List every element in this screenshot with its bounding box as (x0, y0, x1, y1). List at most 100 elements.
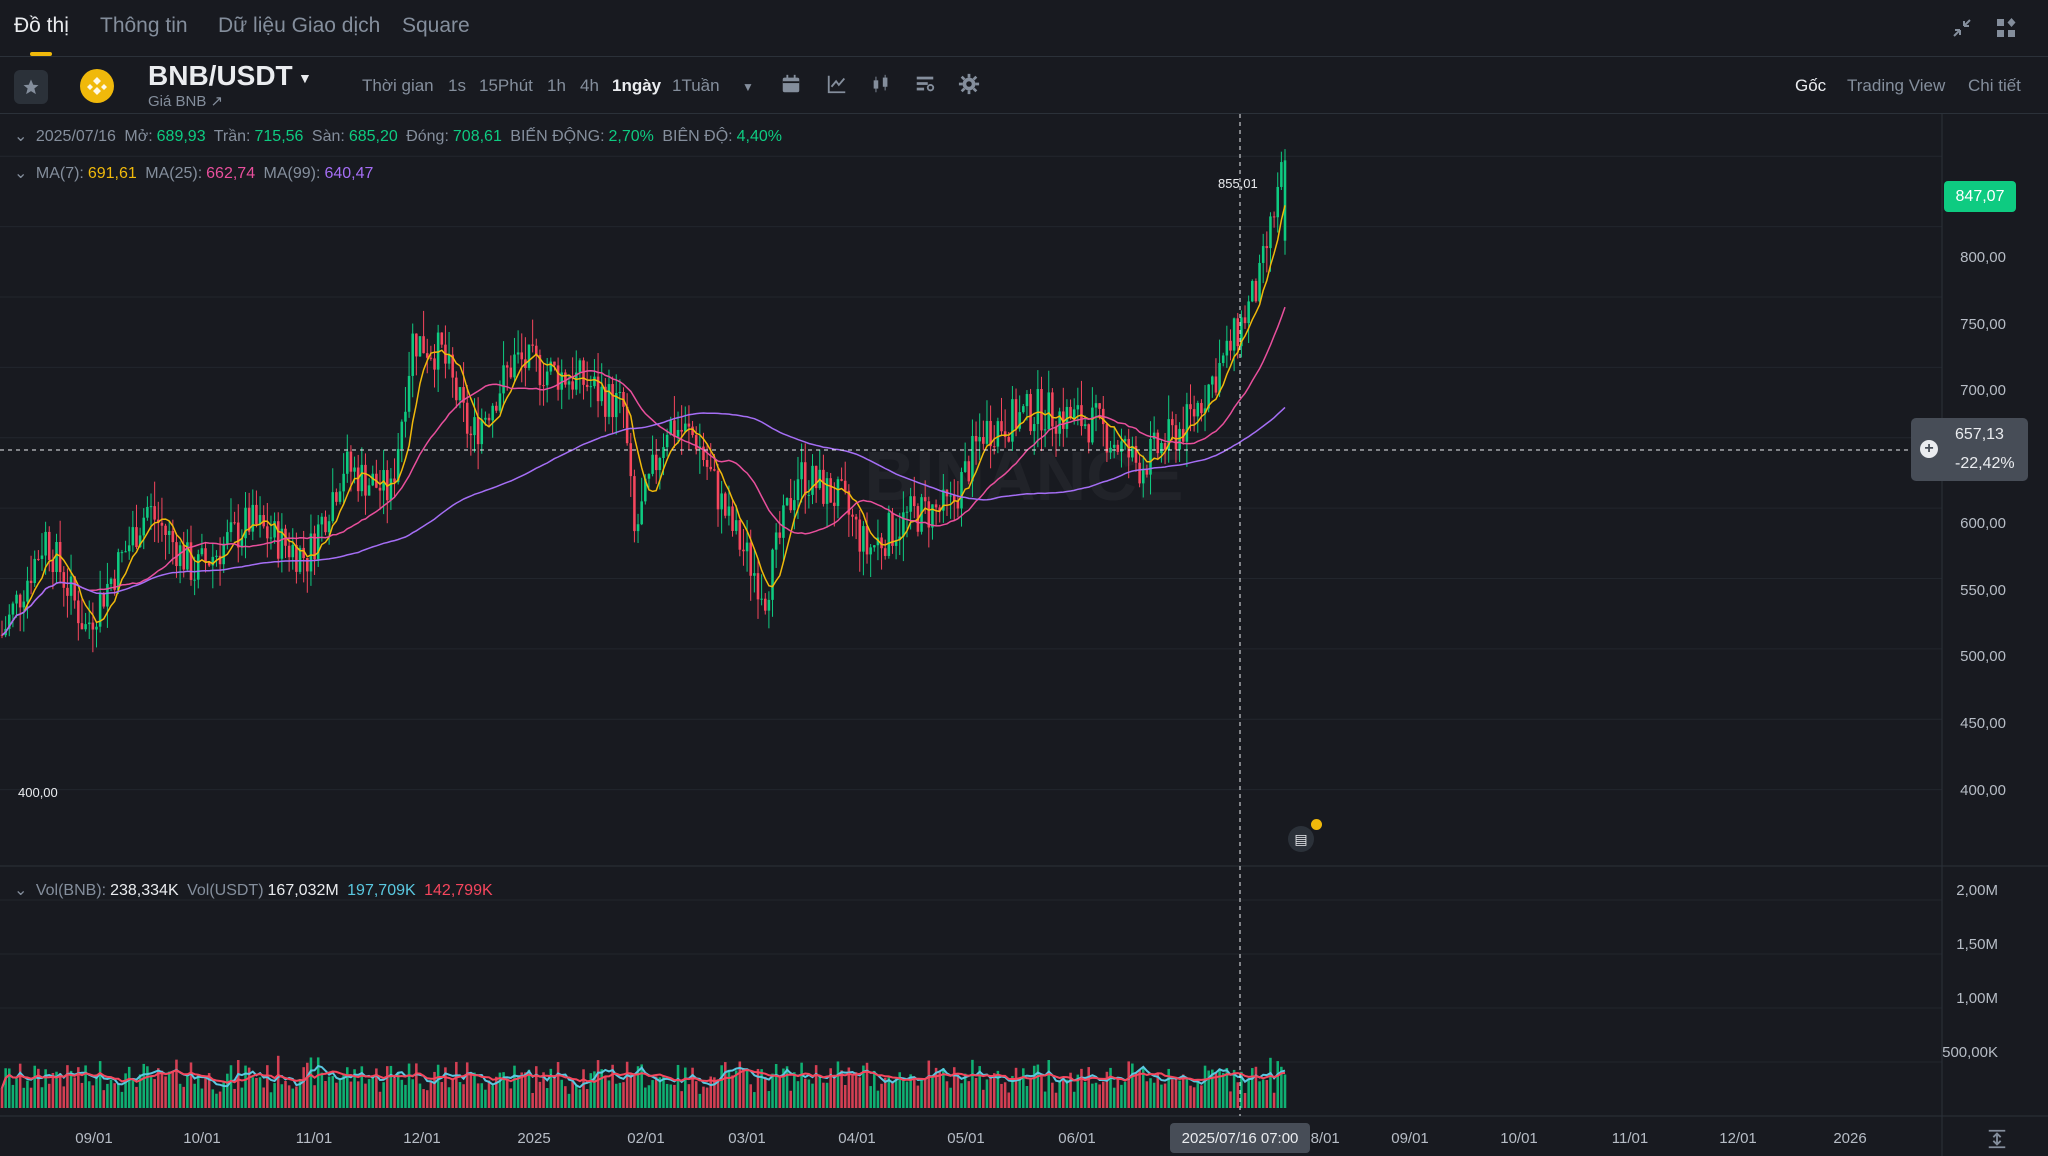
candle-body (215, 555, 218, 557)
volume-bar (865, 1062, 869, 1108)
candle-body (898, 536, 902, 541)
collapse-ma-icon[interactable]: ⌄ (14, 165, 28, 182)
volume-bar (302, 1067, 305, 1108)
candle-body (1138, 462, 1141, 484)
candle-body (298, 547, 302, 572)
timeframe-1s[interactable]: 1s (448, 76, 466, 95)
candle-body (549, 361, 553, 372)
calendar-icon[interactable] (780, 73, 802, 95)
volume-ma-lines-group (1, 1064, 1286, 1089)
candle-body (967, 461, 971, 482)
tab-square[interactable]: Square (402, 14, 470, 37)
candle-body (389, 478, 393, 501)
scale-toggle-icon[interactable] (1986, 1128, 2008, 1150)
volume-bar (745, 1070, 749, 1108)
candle-body (571, 381, 574, 390)
symbol-subtitle-link[interactable]: Giá BNB ↗ (148, 93, 224, 110)
candle-body (651, 454, 654, 474)
candle-body (727, 506, 731, 516)
volume-bar (1083, 1081, 1087, 1108)
symbol-pair[interactable]: BNB/USDT (148, 60, 293, 91)
candle-type-icon[interactable] (870, 73, 892, 95)
favorite-button[interactable] (14, 70, 48, 104)
candle-body (364, 464, 367, 496)
volume-bar (742, 1068, 745, 1108)
candle-body (513, 354, 516, 378)
candle-body (269, 537, 273, 539)
volume-bar (822, 1082, 825, 1108)
volume-bar (1272, 1092, 1276, 1108)
candle-body (433, 358, 436, 370)
tab-chart[interactable]: Đồ thị (14, 14, 69, 37)
timeframe-time[interactable]: Thời gian (362, 76, 434, 95)
volume-bar (26, 1080, 29, 1108)
volume-bar (1025, 1086, 1029, 1108)
candle-body (295, 544, 298, 572)
candle-body (1007, 436, 1011, 442)
candle-body (1047, 392, 1051, 430)
settings-gear-icon[interactable] (958, 73, 980, 95)
layout-grid-icon[interactable] (1994, 16, 2018, 40)
symbol-dropdown-icon[interactable]: ▼ (298, 70, 312, 86)
candle-body (600, 386, 603, 402)
view-original[interactable]: Gốc (1795, 76, 1827, 95)
volume-bar (749, 1084, 752, 1108)
timeframe-4h[interactable]: 4h (580, 76, 599, 95)
volume-bar (894, 1078, 898, 1108)
change-value: 2,70% (608, 128, 654, 145)
volume-bar (324, 1081, 327, 1108)
collapse-vol-icon[interactable]: ⌄ (14, 882, 28, 899)
timeframe-1d[interactable]: 1ngày (612, 76, 662, 95)
volume-bar (535, 1066, 538, 1108)
star-icon (23, 79, 39, 95)
volume-bar (1043, 1091, 1047, 1108)
volume-bar (186, 1075, 189, 1108)
volume-bar (120, 1091, 124, 1108)
candle-body (167, 530, 171, 535)
candle-body (280, 528, 284, 559)
collapse-icon[interactable] (1950, 16, 1974, 40)
volume-bar (1189, 1085, 1192, 1108)
event-marker-icon[interactable]: ▤ (1288, 826, 1314, 852)
time-tick: 02/01 (627, 1130, 665, 1147)
volume-bar (498, 1072, 502, 1108)
volume-bar (796, 1081, 800, 1108)
candle-body (1236, 318, 1240, 347)
timeframe-15m[interactable]: 15Phút (479, 76, 533, 95)
view-depth[interactable]: Chi tiết (1968, 76, 2021, 95)
volume-bar (705, 1087, 709, 1108)
range-value: 4,40% (736, 128, 782, 145)
volume-bar (636, 1066, 640, 1108)
template-icon[interactable] (914, 73, 936, 95)
timeframe-more-dropdown-icon[interactable]: ▼ (742, 80, 754, 94)
volume-bar (393, 1077, 396, 1108)
candle-body (480, 419, 484, 445)
tab-info[interactable]: Thông tin (100, 14, 188, 37)
volume-bar (240, 1087, 244, 1108)
add-alert-icon[interactable]: + (1920, 440, 1938, 458)
volume-bar (1000, 1083, 1003, 1108)
volume-bar (625, 1061, 629, 1108)
volume-bar (29, 1087, 33, 1108)
indicator-icon[interactable] (826, 73, 848, 95)
volume-bar (164, 1076, 167, 1108)
candle-body (498, 393, 502, 411)
volume-bar (600, 1069, 603, 1108)
candle-body (469, 433, 473, 436)
volume-bar (153, 1079, 156, 1108)
volume-bar (73, 1077, 76, 1108)
view-trading-view[interactable]: Trading View (1847, 76, 1946, 95)
volume-bar (1196, 1081, 1200, 1108)
tab-trading-data[interactable]: Dữ liệu Giao dịch (218, 14, 381, 37)
collapse-info-icon[interactable]: ⌄ (14, 128, 28, 145)
timeframe-1h[interactable]: 1h (547, 76, 566, 95)
volume-bar (425, 1090, 429, 1108)
volume-bar (342, 1074, 345, 1108)
candle-body (1076, 405, 1080, 410)
volume-bar (963, 1073, 967, 1108)
timeframe-1w[interactable]: 1Tuần (672, 76, 720, 95)
candle-body (1123, 438, 1127, 442)
time-tick: 10/01 (1500, 1130, 1538, 1147)
volume-bar (738, 1061, 742, 1108)
